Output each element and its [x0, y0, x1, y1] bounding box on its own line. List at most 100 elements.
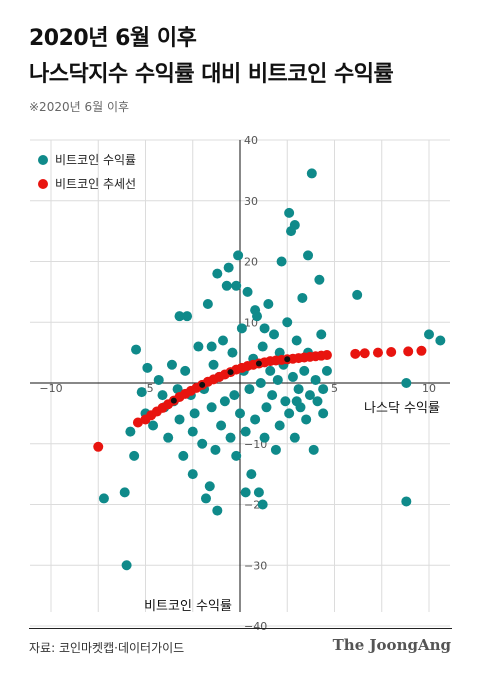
scatter-point	[257, 499, 268, 510]
scatter-point	[233, 250, 244, 261]
scatter-point	[310, 374, 321, 385]
scatter-point	[227, 347, 238, 358]
scatter-point	[240, 426, 251, 437]
scatter-point	[212, 268, 223, 279]
data-points	[93, 168, 446, 571]
scatter-point	[225, 432, 236, 443]
scatter-point	[208, 359, 219, 370]
scatter-point	[321, 365, 332, 376]
scatter-point	[312, 396, 323, 407]
scatter-point	[263, 299, 274, 310]
scatter-point	[318, 384, 329, 395]
y-tick-label: 30	[244, 195, 258, 208]
scatter-point	[242, 286, 253, 297]
scatter-point	[424, 329, 434, 340]
period-note: ※2020년 6월 이후	[29, 100, 130, 114]
trend-point	[372, 347, 383, 358]
scatter-point	[180, 365, 191, 376]
scatter-point	[210, 444, 221, 455]
scatter-point	[231, 280, 242, 291]
scatter-point	[293, 384, 304, 395]
scatter-point	[153, 374, 164, 385]
scatter-point	[174, 414, 185, 425]
scatter-point	[272, 374, 283, 385]
scatter-point	[142, 362, 153, 373]
scatter-point	[255, 378, 266, 388]
scatter-point	[244, 384, 255, 395]
scatter-point	[301, 414, 312, 425]
scatter-point	[157, 390, 168, 401]
scatter-point	[299, 365, 310, 376]
scatter-point	[435, 335, 446, 346]
scatter-point	[193, 341, 204, 352]
scatter-point	[308, 444, 319, 455]
scatter-point	[236, 323, 247, 334]
scatter-point	[202, 299, 213, 310]
scatter-point	[178, 450, 189, 461]
scatter-point	[276, 256, 287, 267]
overlap-point	[170, 397, 177, 404]
y-tick-label: −40	[244, 620, 267, 633]
scatter-point	[240, 487, 251, 498]
scatter-point	[267, 390, 278, 401]
scatter-point	[187, 426, 198, 437]
scatter-point	[250, 414, 261, 425]
scatter-point	[250, 305, 261, 316]
x-tick-label: 10	[422, 382, 436, 395]
scatter-point	[204, 481, 215, 492]
legend-swatch	[38, 155, 48, 165]
trend-point	[416, 345, 427, 356]
scatter-point	[231, 450, 242, 461]
scatter-point	[401, 378, 412, 388]
scatter-point	[297, 292, 308, 303]
trend-point	[93, 441, 104, 452]
legend-swatch	[38, 179, 48, 189]
trend-point	[386, 347, 397, 358]
scatter-point	[246, 469, 257, 480]
scatter-point	[119, 487, 130, 498]
scatter-point	[200, 493, 211, 504]
scatter-point	[287, 371, 298, 382]
y-tick-label: −30	[244, 559, 267, 572]
scatter-point	[125, 426, 136, 437]
trend-point	[403, 346, 414, 357]
y-tick-label: 20	[244, 256, 258, 269]
scatter-point	[265, 365, 276, 376]
scatter-point	[197, 438, 208, 449]
trend-point	[132, 417, 143, 428]
scatter-point	[253, 487, 264, 498]
overlap-point	[284, 356, 291, 363]
y-tick-label: 40	[244, 134, 258, 147]
scatter-point	[219, 396, 230, 407]
scatter-point	[166, 359, 177, 370]
scatter-point	[223, 262, 234, 273]
scatter-point	[163, 432, 174, 443]
scatter-point	[274, 420, 285, 431]
scatter-point	[235, 408, 245, 419]
scatter-point	[189, 408, 200, 419]
scatter-point	[352, 289, 363, 300]
scatter-point	[306, 168, 317, 179]
scatter-point	[284, 207, 295, 218]
scatter-point	[216, 420, 227, 431]
scatter-point	[401, 496, 412, 507]
scatter-point	[229, 390, 240, 401]
scatter-point	[206, 402, 217, 413]
overlap-point	[199, 381, 206, 388]
scatter-point	[270, 444, 281, 455]
scatter-point	[269, 329, 280, 340]
scatter-point	[98, 493, 109, 504]
scatter-point	[314, 274, 325, 285]
scatter-point	[187, 469, 198, 480]
x-tick-label: −10	[39, 382, 62, 395]
y-axis-label: 비트코인 수익률	[144, 599, 232, 614]
trend-point	[321, 350, 332, 361]
scatter-point	[174, 311, 185, 322]
scatter-point	[284, 408, 295, 419]
trend-point	[350, 348, 361, 359]
brand-logo: The JoongAng	[332, 636, 451, 654]
scatter-point	[221, 280, 232, 291]
scatter-point	[259, 432, 270, 443]
overlap-point	[227, 369, 234, 376]
